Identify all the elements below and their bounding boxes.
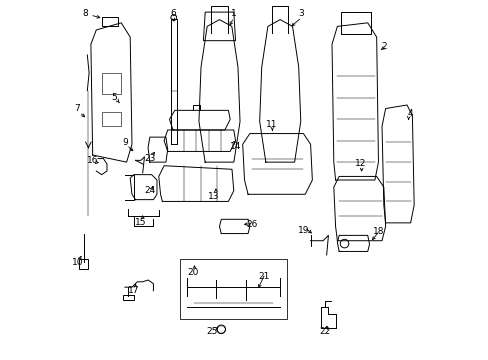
Text: 3: 3 xyxy=(298,9,304,18)
Text: 21: 21 xyxy=(258,272,269,281)
Text: 25: 25 xyxy=(206,327,218,336)
Text: 8: 8 xyxy=(82,9,88,18)
Text: 6: 6 xyxy=(170,9,176,18)
Text: 16: 16 xyxy=(87,156,98,165)
Text: 1: 1 xyxy=(230,9,236,18)
Text: 9: 9 xyxy=(122,138,127,147)
Text: 23: 23 xyxy=(144,154,155,163)
Text: 7: 7 xyxy=(74,104,80,113)
Text: 13: 13 xyxy=(208,192,220,201)
Text: 10: 10 xyxy=(71,258,83,267)
Text: 24: 24 xyxy=(144,186,155,195)
Text: 11: 11 xyxy=(265,120,277,129)
Text: 14: 14 xyxy=(229,141,241,150)
Text: 26: 26 xyxy=(245,220,257,229)
Text: 17: 17 xyxy=(128,286,139,295)
Text: 5: 5 xyxy=(111,93,117,102)
Text: 15: 15 xyxy=(135,219,146,228)
Text: 2: 2 xyxy=(380,41,386,50)
Text: 19: 19 xyxy=(297,225,308,234)
Text: 20: 20 xyxy=(186,268,198,277)
Text: 22: 22 xyxy=(319,327,330,336)
Text: 18: 18 xyxy=(372,227,384,236)
Text: 12: 12 xyxy=(354,159,366,168)
Text: 4: 4 xyxy=(407,109,412,118)
